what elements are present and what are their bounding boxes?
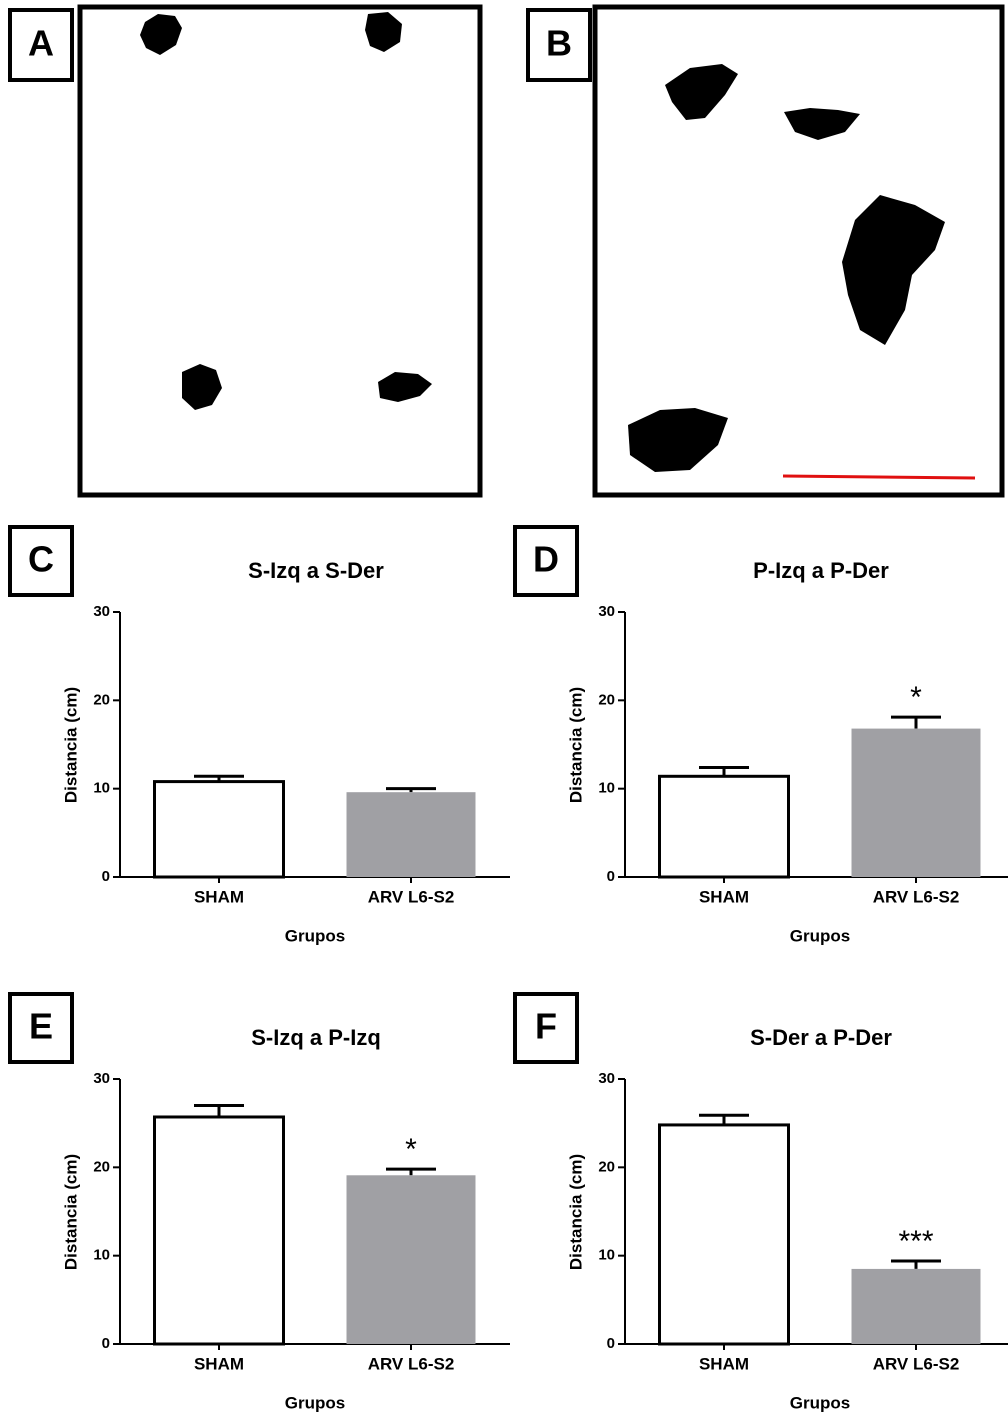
y-axis-label: Distancia (cm): [566, 1154, 585, 1270]
significance-marker: ***: [898, 1225, 933, 1258]
bar-chart: E S-Izq a P-Izq Distancia (cm) Grupos 0 10 20 3…: [10, 994, 510, 1412]
y-tick-label: 20: [93, 1158, 110, 1175]
y-tick-label: 20: [598, 1158, 615, 1175]
x-axis-label: Grupos: [790, 1393, 850, 1412]
panel-label: A: [28, 23, 54, 64]
y-tick-label: 0: [607, 1335, 615, 1352]
bar: [155, 1117, 284, 1344]
significance-marker: *: [405, 1133, 417, 1166]
y-tick-label: 10: [598, 1247, 615, 1264]
bar-chart: D P-Izq a P-Der Distancia (cm) Grupos 0 10 20 3…: [515, 527, 1008, 945]
y-axis-label: Distancia (cm): [61, 687, 80, 803]
panel-label: B: [546, 23, 572, 64]
x-tick-label: SHAM: [194, 1354, 244, 1373]
panel-label: D: [533, 539, 559, 580]
figure: A B C S-Izq a S-Der Distancia (cm) Grupos 0 1…: [0, 0, 1008, 1418]
y-axis-label: Distancia (cm): [61, 1154, 80, 1270]
x-tick-label: ARV L6-S2: [368, 1354, 455, 1373]
panel-label: C: [28, 539, 54, 580]
chart-title: P-Izq a P-Der: [753, 558, 889, 583]
bar: [155, 782, 284, 877]
x-tick-label: SHAM: [699, 1354, 749, 1373]
y-axis-label: Distancia (cm): [566, 687, 585, 803]
bar: [347, 792, 476, 877]
y-tick-label: 20: [598, 691, 615, 708]
significance-marker: *: [910, 681, 922, 714]
scale-bar: [783, 476, 975, 478]
bar-chart: F S-Der a P-Der Distancia (cm) Grupos 0 10 20 3…: [515, 994, 1008, 1412]
image-frame: [80, 7, 480, 495]
y-tick-label: 30: [93, 1070, 110, 1087]
y-tick-label: 20: [93, 691, 110, 708]
y-tick-label: 10: [93, 1247, 110, 1264]
x-tick-label: ARV L6-S2: [873, 887, 960, 906]
chart-title: S-Izq a S-Der: [248, 558, 384, 583]
y-tick-label: 0: [102, 868, 110, 885]
x-tick-label: SHAM: [194, 887, 244, 906]
x-tick-label: ARV L6-S2: [368, 887, 455, 906]
y-tick-label: 30: [598, 1070, 615, 1087]
bar: [660, 776, 789, 877]
x-tick-label: ARV L6-S2: [873, 1354, 960, 1373]
bar: [660, 1125, 789, 1344]
x-axis-label: Grupos: [285, 1393, 345, 1412]
y-tick-label: 30: [598, 603, 615, 620]
x-axis-label: Grupos: [285, 926, 345, 945]
x-axis-label: Grupos: [790, 926, 850, 945]
chart-title: S-Izq a P-Izq: [251, 1025, 381, 1050]
y-tick-label: 10: [93, 780, 110, 797]
chart-title: S-Der a P-Der: [750, 1025, 892, 1050]
y-tick-label: 30: [93, 603, 110, 620]
bar-chart: C S-Izq a S-Der Distancia (cm) Grupos 0 10 20 3…: [10, 527, 510, 945]
bar: [347, 1175, 476, 1344]
panel-label: F: [535, 1006, 557, 1047]
y-tick-label: 0: [102, 1335, 110, 1352]
bar: [852, 1269, 981, 1344]
image-panel-a: A: [10, 7, 480, 495]
y-tick-label: 10: [598, 780, 615, 797]
bar: [852, 729, 981, 877]
y-tick-label: 0: [607, 868, 615, 885]
image-panel-b: B: [528, 7, 1002, 495]
x-tick-label: SHAM: [699, 887, 749, 906]
panel-label: E: [29, 1006, 53, 1047]
